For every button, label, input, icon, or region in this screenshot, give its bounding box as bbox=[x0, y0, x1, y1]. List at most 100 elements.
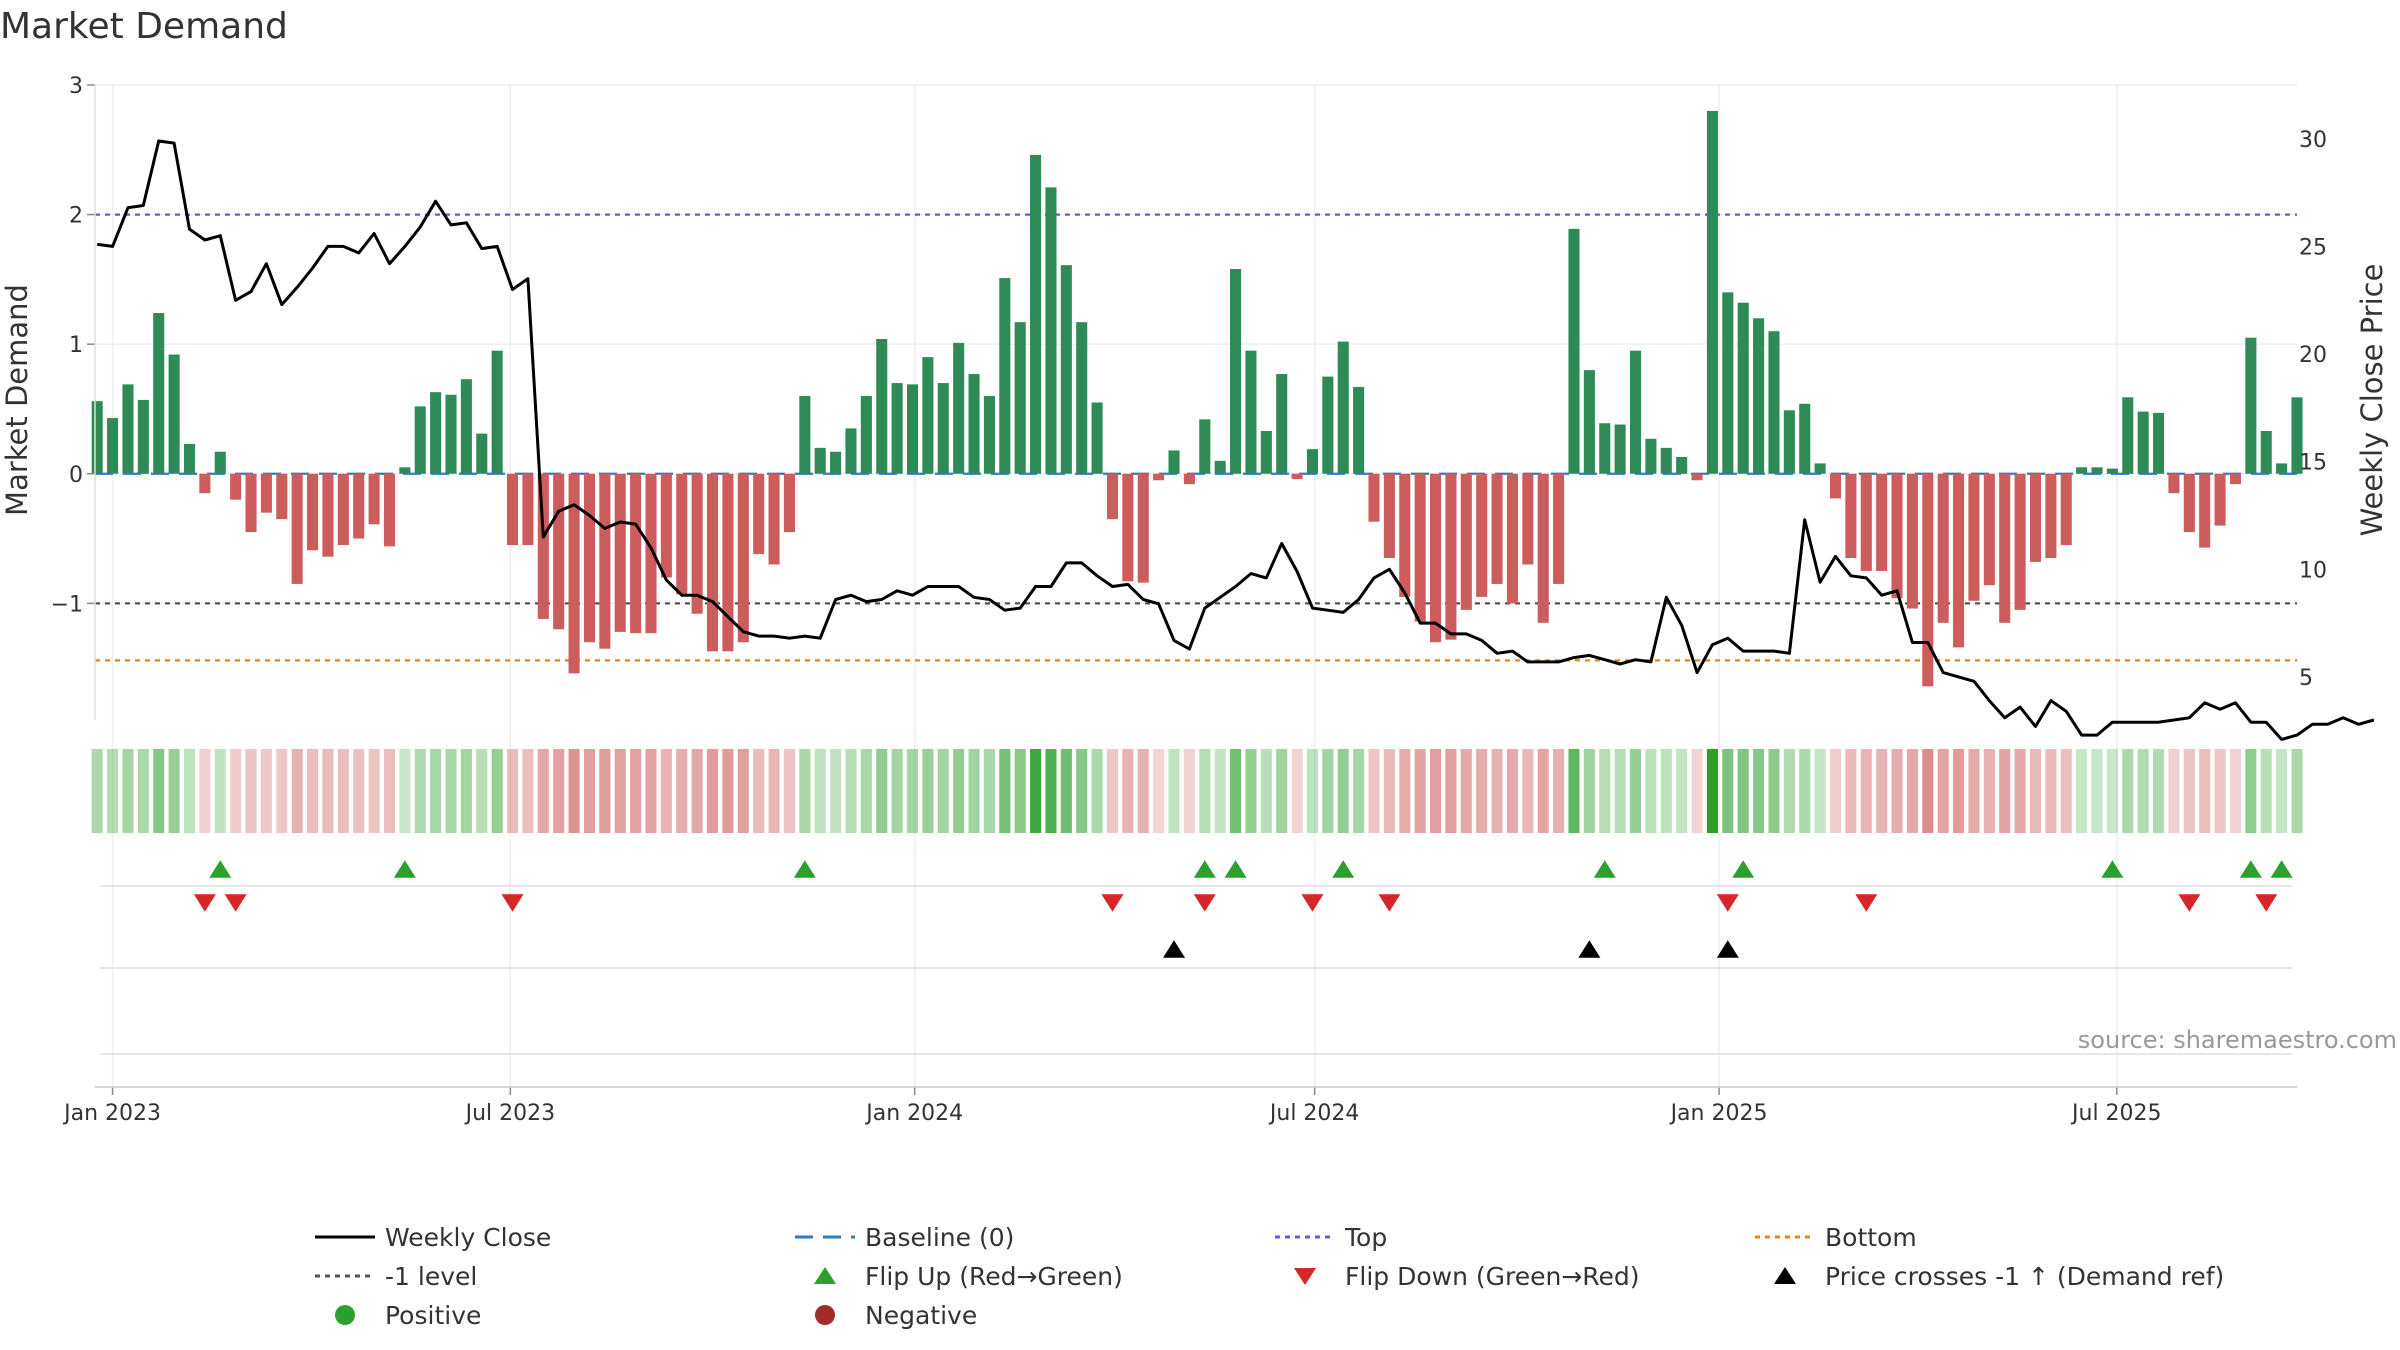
heat-strip-cell bbox=[2076, 749, 2088, 833]
heat-strip-cell bbox=[968, 749, 980, 833]
demand-bar bbox=[630, 473, 642, 634]
legend-label: Flip Up (Red→Green) bbox=[865, 1262, 1123, 1291]
demand-bar bbox=[737, 473, 749, 643]
gridlines bbox=[95, 84, 2297, 1087]
heat-strip-cell bbox=[168, 749, 180, 833]
demand-bar bbox=[276, 473, 288, 520]
y2-tick-label: 5 bbox=[2299, 666, 2313, 691]
legend-swatch bbox=[814, 1267, 836, 1284]
demand-bar bbox=[1553, 473, 1565, 584]
flip-up-marker bbox=[393, 860, 416, 878]
heat-strip-cell bbox=[122, 749, 134, 833]
demand-bar bbox=[645, 473, 657, 634]
heat-strip-cell bbox=[399, 749, 411, 833]
heat-strip-cell bbox=[1399, 749, 1411, 833]
demand-bar bbox=[476, 433, 488, 474]
flip-up-marker bbox=[2101, 860, 2124, 878]
heat-strip-cell bbox=[783, 749, 795, 833]
demand-bar bbox=[1537, 473, 1549, 623]
demand-bar bbox=[491, 350, 503, 474]
heat-strip-cell bbox=[1368, 749, 1380, 833]
demand-bar bbox=[1491, 473, 1503, 584]
legend-label: Bottom bbox=[1825, 1223, 1917, 1252]
heat-strip-cell bbox=[1506, 749, 1518, 833]
demand-bars bbox=[91, 110, 2303, 687]
heat-strip-cell bbox=[1245, 749, 1257, 833]
heat-strip-cell bbox=[614, 749, 626, 833]
heat-strip-cell bbox=[1629, 749, 1642, 833]
x-tick-label: Jul 2025 bbox=[2070, 1101, 2162, 1126]
demand-bar bbox=[753, 473, 765, 555]
demand-bar bbox=[660, 473, 672, 578]
y-tick-label: −1 bbox=[51, 592, 83, 617]
demand-bar bbox=[1922, 473, 1934, 687]
heat-strip-cell bbox=[337, 749, 349, 833]
flip-down-marker bbox=[1193, 894, 1216, 912]
demand-heat-strip bbox=[91, 749, 2303, 833]
demand-bar bbox=[1506, 473, 1518, 604]
heat-strip-cell bbox=[322, 749, 334, 833]
y-tick-label: 1 bbox=[69, 333, 83, 358]
heat-strip-cell bbox=[476, 749, 488, 833]
heat-strip-cell bbox=[1476, 749, 1488, 833]
demand-bar bbox=[1937, 473, 1949, 623]
heat-strip-cell bbox=[768, 749, 780, 833]
demand-bar bbox=[1722, 292, 1734, 474]
heat-strip-cell bbox=[583, 749, 595, 833]
y2-tick-label: 15 bbox=[2299, 451, 2327, 476]
heat-strip-cell bbox=[2183, 749, 2195, 833]
x-tick-label: Jul 2024 bbox=[1268, 1101, 1360, 1126]
heat-strip-cell bbox=[1199, 749, 1211, 833]
heat-strip-cell bbox=[1491, 749, 1503, 833]
demand-bar bbox=[1153, 473, 1165, 481]
demand-bar bbox=[1183, 473, 1195, 485]
heat-strip-cell bbox=[2276, 749, 2288, 833]
price-cross-marker bbox=[1163, 940, 1186, 958]
demand-bar bbox=[1968, 473, 1980, 601]
demand-bar bbox=[968, 373, 980, 474]
demand-bar bbox=[291, 473, 303, 584]
demand-bar bbox=[1291, 473, 1303, 479]
heat-strip-cell bbox=[1537, 749, 1549, 833]
heat-strip-cell bbox=[2045, 749, 2057, 833]
heat-strip-cell bbox=[983, 749, 995, 833]
heat-strip-cell bbox=[1291, 749, 1303, 833]
heat-strip-cell bbox=[1430, 749, 1442, 833]
demand-bar bbox=[922, 357, 934, 474]
demand-bar bbox=[137, 399, 149, 474]
demand-bar bbox=[1983, 473, 1995, 586]
heat-strip-cell bbox=[1168, 749, 1180, 833]
legend-label: Positive bbox=[385, 1301, 481, 1330]
heat-strip-cell bbox=[137, 749, 149, 833]
demand-bar bbox=[876, 339, 888, 474]
heat-strip-cell bbox=[1106, 749, 1119, 833]
demand-bar bbox=[183, 443, 196, 474]
heat-strip-cell bbox=[276, 749, 288, 833]
legend-item: Baseline (0) bbox=[795, 1223, 1014, 1252]
demand-bar bbox=[1322, 376, 1334, 474]
heat-strip-cell bbox=[1568, 749, 1580, 833]
legend-label: Top bbox=[1344, 1223, 1387, 1252]
flip-up-marker bbox=[1732, 860, 1755, 878]
demand-bar bbox=[2291, 397, 2303, 474]
heat-strip-cell bbox=[953, 749, 965, 833]
legend-item: Price crosses -1 ↑ (Demand ref) bbox=[1774, 1262, 2224, 1291]
demand-bar bbox=[1999, 473, 2011, 623]
legend-label: Weekly Close bbox=[385, 1223, 551, 1252]
heat-strip-cell bbox=[1783, 749, 1795, 833]
heat-strip-cell bbox=[1845, 749, 1857, 833]
y-tick-label: 0 bbox=[69, 463, 83, 488]
flip-down-marker bbox=[224, 894, 247, 912]
heat-strip-cell bbox=[245, 749, 257, 833]
demand-bar bbox=[445, 394, 457, 474]
legend-label: Baseline (0) bbox=[865, 1223, 1014, 1252]
y2-tick-label: 25 bbox=[2299, 235, 2327, 260]
demand-bar bbox=[2122, 397, 2134, 474]
demand-bar bbox=[1230, 269, 1242, 474]
flip-down-marker bbox=[1855, 894, 1878, 912]
demand-bar bbox=[1522, 473, 1534, 565]
demand-bar bbox=[830, 451, 842, 474]
demand-bar bbox=[322, 473, 334, 557]
flip-down-marker bbox=[1716, 894, 1739, 912]
heat-strip-cell bbox=[599, 749, 611, 833]
